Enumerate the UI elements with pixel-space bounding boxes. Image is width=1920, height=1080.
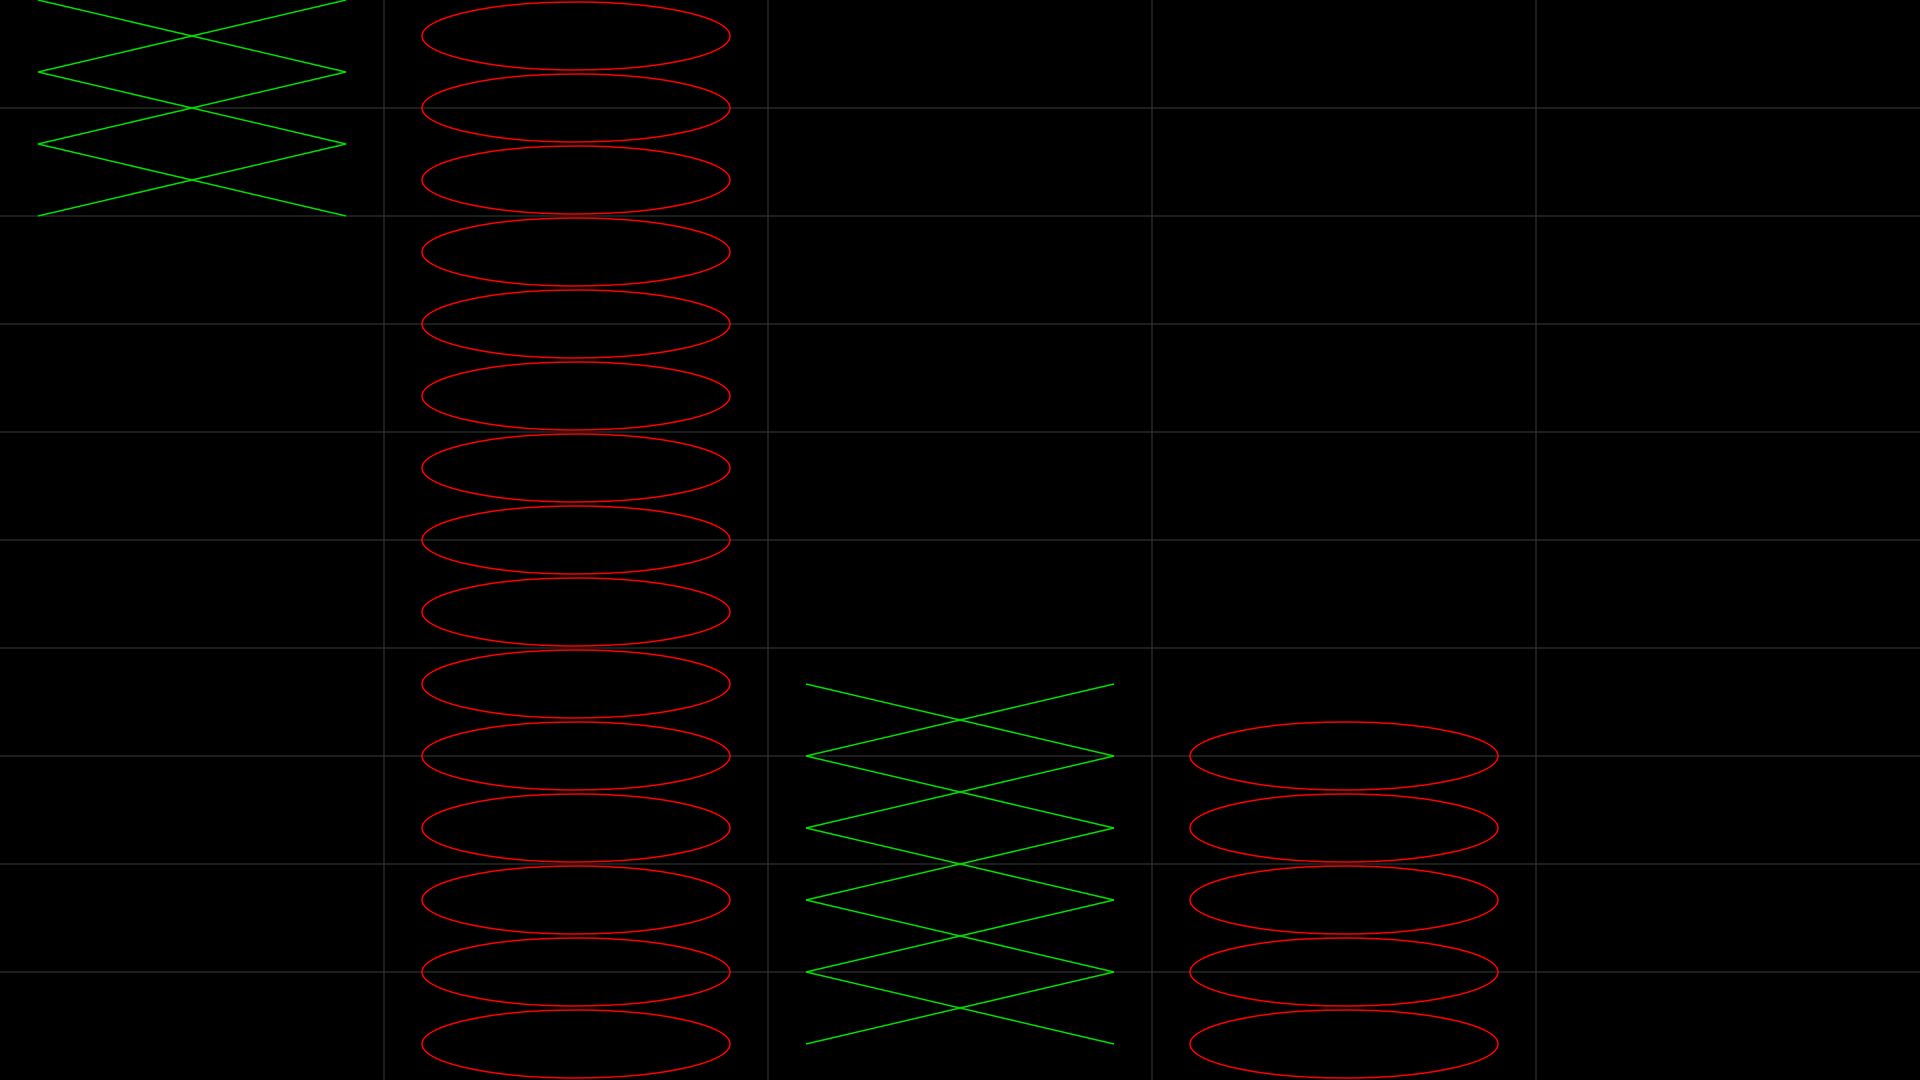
o-mark: [421, 433, 731, 503]
o-mark: [421, 649, 731, 719]
o-mark: [421, 577, 731, 647]
o-mark: [1189, 793, 1499, 863]
o-mark: [421, 217, 731, 287]
o-mark: [421, 1, 731, 71]
o-mark: [1189, 721, 1499, 791]
o-mark: [421, 505, 731, 575]
columns: [37, 0, 1499, 1079]
column-1: [37, 0, 347, 217]
o-mark: [421, 865, 731, 935]
o-mark: [1189, 865, 1499, 935]
column-2: [421, 1, 731, 1079]
o-mark: [1189, 1009, 1499, 1079]
x-stroke: [805, 683, 1115, 1045]
column-3: [805, 683, 1115, 1045]
x-stroke: [37, 0, 347, 217]
o-mark: [421, 361, 731, 431]
o-mark: [421, 721, 731, 791]
o-mark: [421, 145, 731, 215]
o-mark: [421, 1009, 731, 1079]
o-mark: [421, 289, 731, 359]
column-4: [1189, 721, 1499, 1079]
o-mark: [1189, 937, 1499, 1007]
o-mark: [421, 793, 731, 863]
o-mark: [421, 73, 731, 143]
o-mark: [421, 937, 731, 1007]
